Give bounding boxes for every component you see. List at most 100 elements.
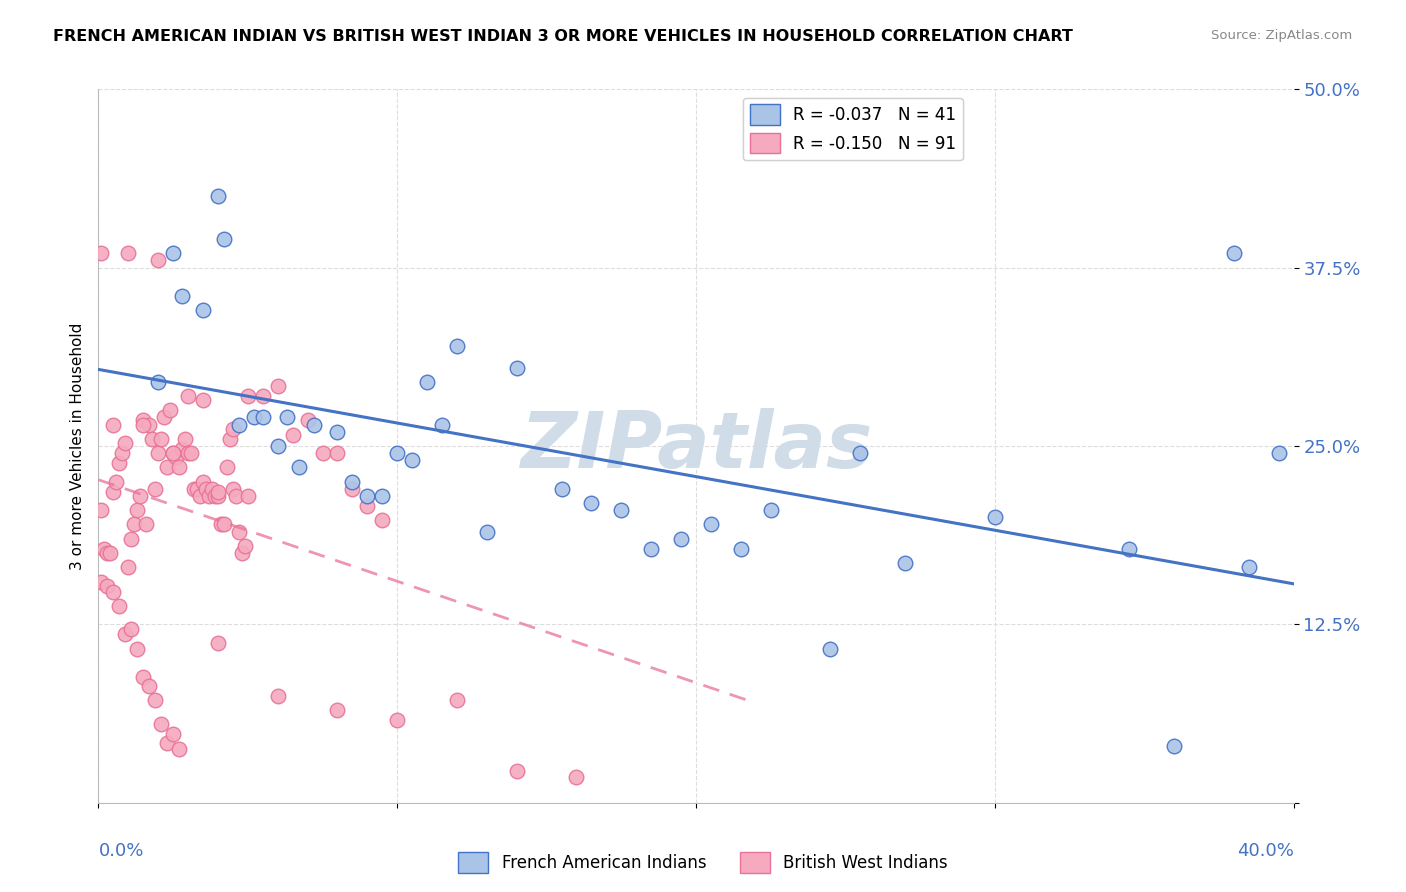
Point — [759, 503, 782, 517]
Point — [225, 489, 247, 503]
Point — [565, 770, 588, 784]
Point — [162, 446, 184, 460]
Point — [93, 541, 115, 556]
Point — [267, 689, 290, 703]
Point — [127, 641, 149, 656]
Point — [138, 417, 160, 432]
Point — [385, 713, 409, 727]
Point — [228, 524, 250, 539]
Point — [198, 489, 221, 503]
Point — [281, 427, 304, 442]
Point — [177, 389, 200, 403]
Point — [191, 393, 214, 408]
Point — [135, 517, 157, 532]
Point — [207, 189, 229, 203]
Point — [820, 641, 842, 656]
Point — [148, 375, 170, 389]
Legend: French American Indians, British West Indians: French American Indians, British West In… — [451, 846, 955, 880]
Point — [114, 627, 136, 641]
Text: ZIPatlas: ZIPatlas — [520, 408, 872, 484]
Point — [108, 456, 131, 470]
Point — [342, 475, 364, 489]
Point — [984, 510, 1007, 524]
Point — [177, 446, 200, 460]
Point — [219, 432, 242, 446]
Point — [215, 460, 238, 475]
Legend: R = -0.037   N = 41, R = -0.150   N = 91: R = -0.037 N = 41, R = -0.150 N = 91 — [742, 97, 963, 160]
Point — [148, 446, 170, 460]
Point — [191, 475, 214, 489]
Point — [326, 425, 349, 439]
Point — [212, 517, 235, 532]
Point — [162, 246, 184, 260]
Point — [446, 693, 468, 707]
Point — [103, 417, 125, 432]
Point — [132, 413, 155, 427]
Point — [172, 442, 194, 456]
Point — [700, 517, 723, 532]
Point — [1223, 246, 1246, 260]
Point — [117, 560, 139, 574]
Point — [222, 482, 245, 496]
Point — [550, 482, 572, 496]
Point — [1237, 560, 1260, 574]
Point — [111, 446, 134, 460]
Point — [894, 556, 917, 570]
Point — [209, 517, 232, 532]
Point — [150, 432, 173, 446]
Point — [640, 541, 662, 556]
Point — [311, 446, 333, 460]
Point — [98, 546, 122, 560]
Point — [506, 360, 529, 375]
Point — [162, 727, 184, 741]
Y-axis label: 3 or more Vehicles in Household: 3 or more Vehicles in Household — [69, 322, 84, 570]
Point — [252, 410, 274, 425]
Point — [267, 379, 290, 393]
Point — [167, 460, 190, 475]
Point — [276, 410, 298, 425]
Point — [108, 599, 131, 613]
Point — [114, 436, 136, 450]
Point — [326, 446, 349, 460]
Point — [150, 717, 173, 731]
Point — [167, 741, 190, 756]
Point — [127, 503, 149, 517]
Point — [302, 417, 325, 432]
Point — [207, 636, 229, 650]
Text: 40.0%: 40.0% — [1237, 842, 1294, 860]
Point — [103, 584, 125, 599]
Point — [132, 417, 155, 432]
Point — [195, 482, 218, 496]
Point — [207, 489, 229, 503]
Point — [212, 232, 235, 246]
Point — [180, 446, 202, 460]
Point — [90, 503, 112, 517]
Point — [129, 489, 152, 503]
Point — [236, 489, 259, 503]
Point — [342, 482, 364, 496]
Point — [610, 503, 633, 517]
Point — [138, 679, 160, 693]
Point — [153, 410, 176, 425]
Point — [159, 403, 181, 417]
Point — [103, 484, 125, 499]
Point — [267, 439, 290, 453]
Point — [233, 539, 256, 553]
Point — [172, 289, 194, 303]
Point — [96, 546, 118, 560]
Point — [385, 446, 409, 460]
Point — [297, 413, 319, 427]
Point — [120, 622, 142, 636]
Point — [90, 246, 112, 260]
Point — [1267, 446, 1289, 460]
Point — [401, 453, 423, 467]
Point — [174, 432, 197, 446]
Point — [252, 389, 274, 403]
Text: FRENCH AMERICAN INDIAN VS BRITISH WEST INDIAN 3 OR MORE VEHICLES IN HOUSEHOLD CO: FRENCH AMERICAN INDIAN VS BRITISH WEST I… — [53, 29, 1073, 44]
Point — [228, 417, 250, 432]
Text: 0.0%: 0.0% — [98, 842, 143, 860]
Point — [730, 541, 752, 556]
Point — [105, 475, 128, 489]
Point — [201, 482, 224, 496]
Point — [669, 532, 692, 546]
